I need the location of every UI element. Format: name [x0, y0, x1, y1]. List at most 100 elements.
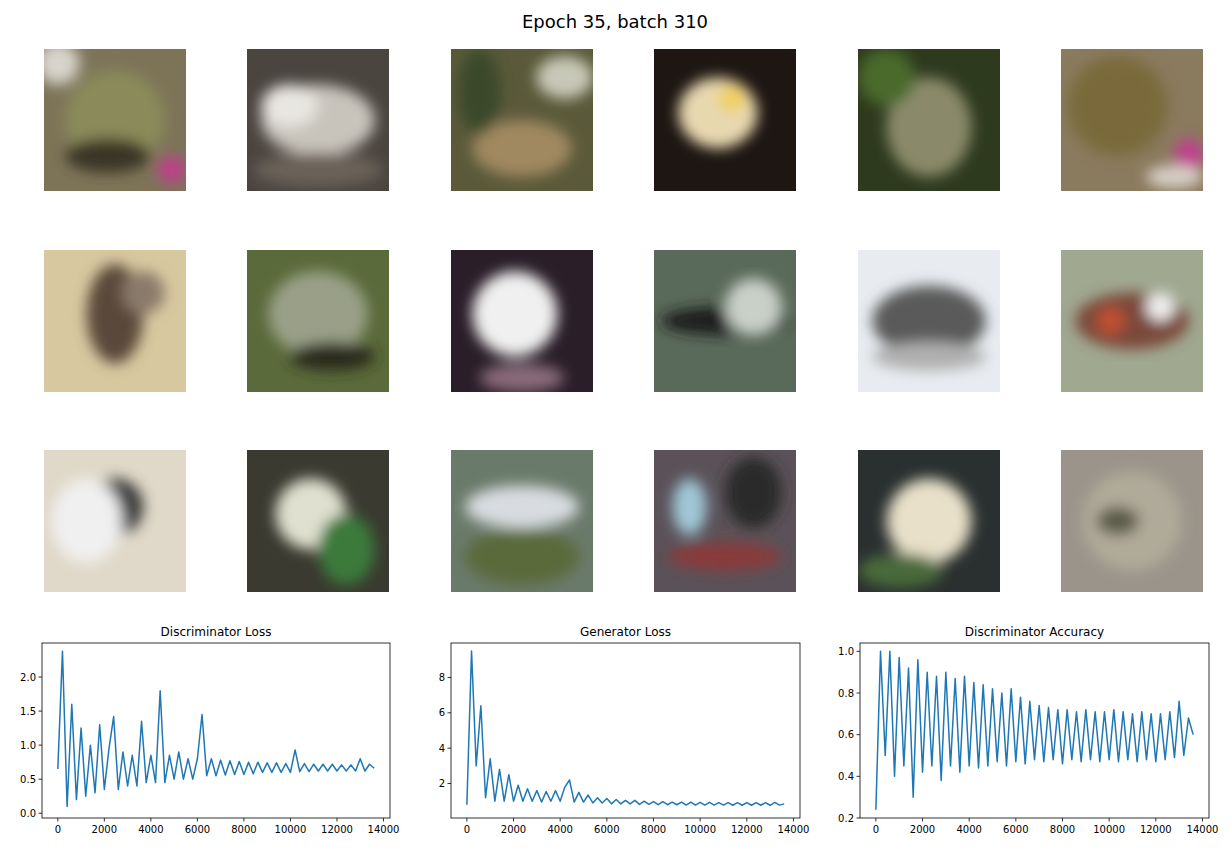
x-tick — [1202, 818, 1203, 822]
y-tick — [857, 651, 861, 652]
x-tick-label: 2000 — [501, 824, 526, 835]
image-blob — [872, 342, 986, 370]
image-content — [268, 271, 375, 370]
x-tick-label: 12000 — [321, 824, 353, 835]
plot-area — [876, 651, 1193, 809]
x-tick — [243, 818, 244, 822]
image-blob — [1146, 293, 1174, 321]
generated-image — [451, 450, 593, 592]
y-tick-label: 0.0 — [20, 808, 36, 819]
image-background — [1061, 49, 1203, 191]
image-content — [661, 278, 789, 335]
x-tick-label: 12000 — [731, 824, 763, 835]
image-blob — [725, 457, 782, 528]
x-tick — [336, 818, 337, 822]
image-blob — [858, 49, 915, 106]
x-tick-label: 10000 — [275, 824, 307, 835]
image-background — [451, 49, 593, 191]
x-tick-label: 0 — [873, 824, 879, 835]
x-tick-label: 4000 — [547, 824, 572, 835]
image-blob — [290, 342, 375, 370]
x-tick-label: 6000 — [185, 824, 210, 835]
x-tick-label: 10000 — [1093, 824, 1125, 835]
image-content — [1082, 471, 1181, 570]
x-tick — [197, 818, 198, 822]
x-tick — [793, 818, 794, 822]
x-tick — [290, 818, 291, 822]
image-background — [451, 250, 593, 392]
image-blob — [1146, 165, 1203, 188]
image-blob — [122, 271, 165, 314]
image-background — [654, 450, 796, 592]
x-tick — [700, 818, 701, 822]
image-blob — [318, 514, 375, 585]
x-tick — [1062, 818, 1063, 822]
image-blob — [44, 49, 80, 85]
x-tick-label: 6000 — [1003, 824, 1028, 835]
image-background — [858, 49, 1000, 191]
x-tick-label: 0 — [55, 824, 61, 835]
image-blob — [458, 49, 501, 134]
y-tick — [448, 677, 452, 678]
image-background — [654, 49, 796, 191]
generated-image — [44, 49, 186, 191]
y-tick — [448, 783, 452, 784]
plot-frame — [42, 643, 390, 818]
image-content — [87, 264, 165, 363]
y-tick-label: 6 — [439, 707, 445, 718]
plot-area — [467, 651, 784, 805]
image-background — [247, 450, 389, 592]
y-tick-label: 2.0 — [20, 672, 36, 683]
image-blob — [465, 528, 579, 585]
generated-image — [247, 49, 389, 191]
image-blob — [1097, 507, 1140, 535]
image-blob — [858, 554, 943, 588]
image-blob — [261, 85, 318, 128]
y-tick-label: 0.4 — [838, 771, 854, 782]
plot-area — [58, 651, 374, 806]
x-tick — [922, 818, 923, 822]
generated-image — [247, 450, 389, 592]
image-background — [44, 250, 186, 392]
image-background — [858, 450, 1000, 592]
x-tick — [1155, 818, 1156, 822]
generated-image — [44, 250, 186, 392]
y-tick-label: 1.0 — [20, 740, 36, 751]
image-background — [1061, 250, 1203, 392]
x-tick-label: 0 — [464, 824, 470, 835]
x-tick — [653, 818, 654, 822]
x-tick — [606, 818, 607, 822]
y-tick — [448, 712, 452, 713]
generated-image — [451, 250, 593, 392]
image-background — [451, 450, 593, 592]
plot-frame — [860, 643, 1209, 818]
y-tick-label: 4 — [439, 743, 445, 754]
x-tick — [57, 818, 58, 822]
image-content — [678, 77, 758, 148]
image-blob — [479, 364, 564, 392]
generated-image — [654, 250, 796, 392]
y-tick-label: 0.6 — [838, 729, 854, 740]
y-tick-label: 0.8 — [838, 688, 854, 699]
image-blob — [718, 85, 746, 113]
y-tick — [857, 693, 861, 694]
generated-image — [1061, 450, 1203, 592]
y-tick-label: 8 — [439, 672, 445, 683]
x-tick-label: 2000 — [92, 824, 117, 835]
y-tick-label: 0.2 — [838, 813, 854, 824]
image-blob — [254, 153, 382, 187]
image-blob — [1068, 56, 1167, 155]
x-tick-label: 8000 — [1050, 824, 1075, 835]
x-tick-label: 14000 — [368, 824, 400, 835]
generated-image — [1061, 49, 1203, 191]
image-content — [872, 286, 986, 371]
x-tick — [466, 818, 467, 822]
chart: Generator Loss02000400060008000100001200… — [439, 625, 810, 835]
x-tick — [969, 818, 970, 822]
x-tick-label: 8000 — [231, 824, 256, 835]
image-content — [1075, 293, 1189, 350]
image-blob — [536, 56, 593, 99]
chart-title: Discriminator Accuracy — [965, 625, 1104, 639]
y-tick — [39, 813, 43, 814]
y-tick — [448, 748, 452, 749]
